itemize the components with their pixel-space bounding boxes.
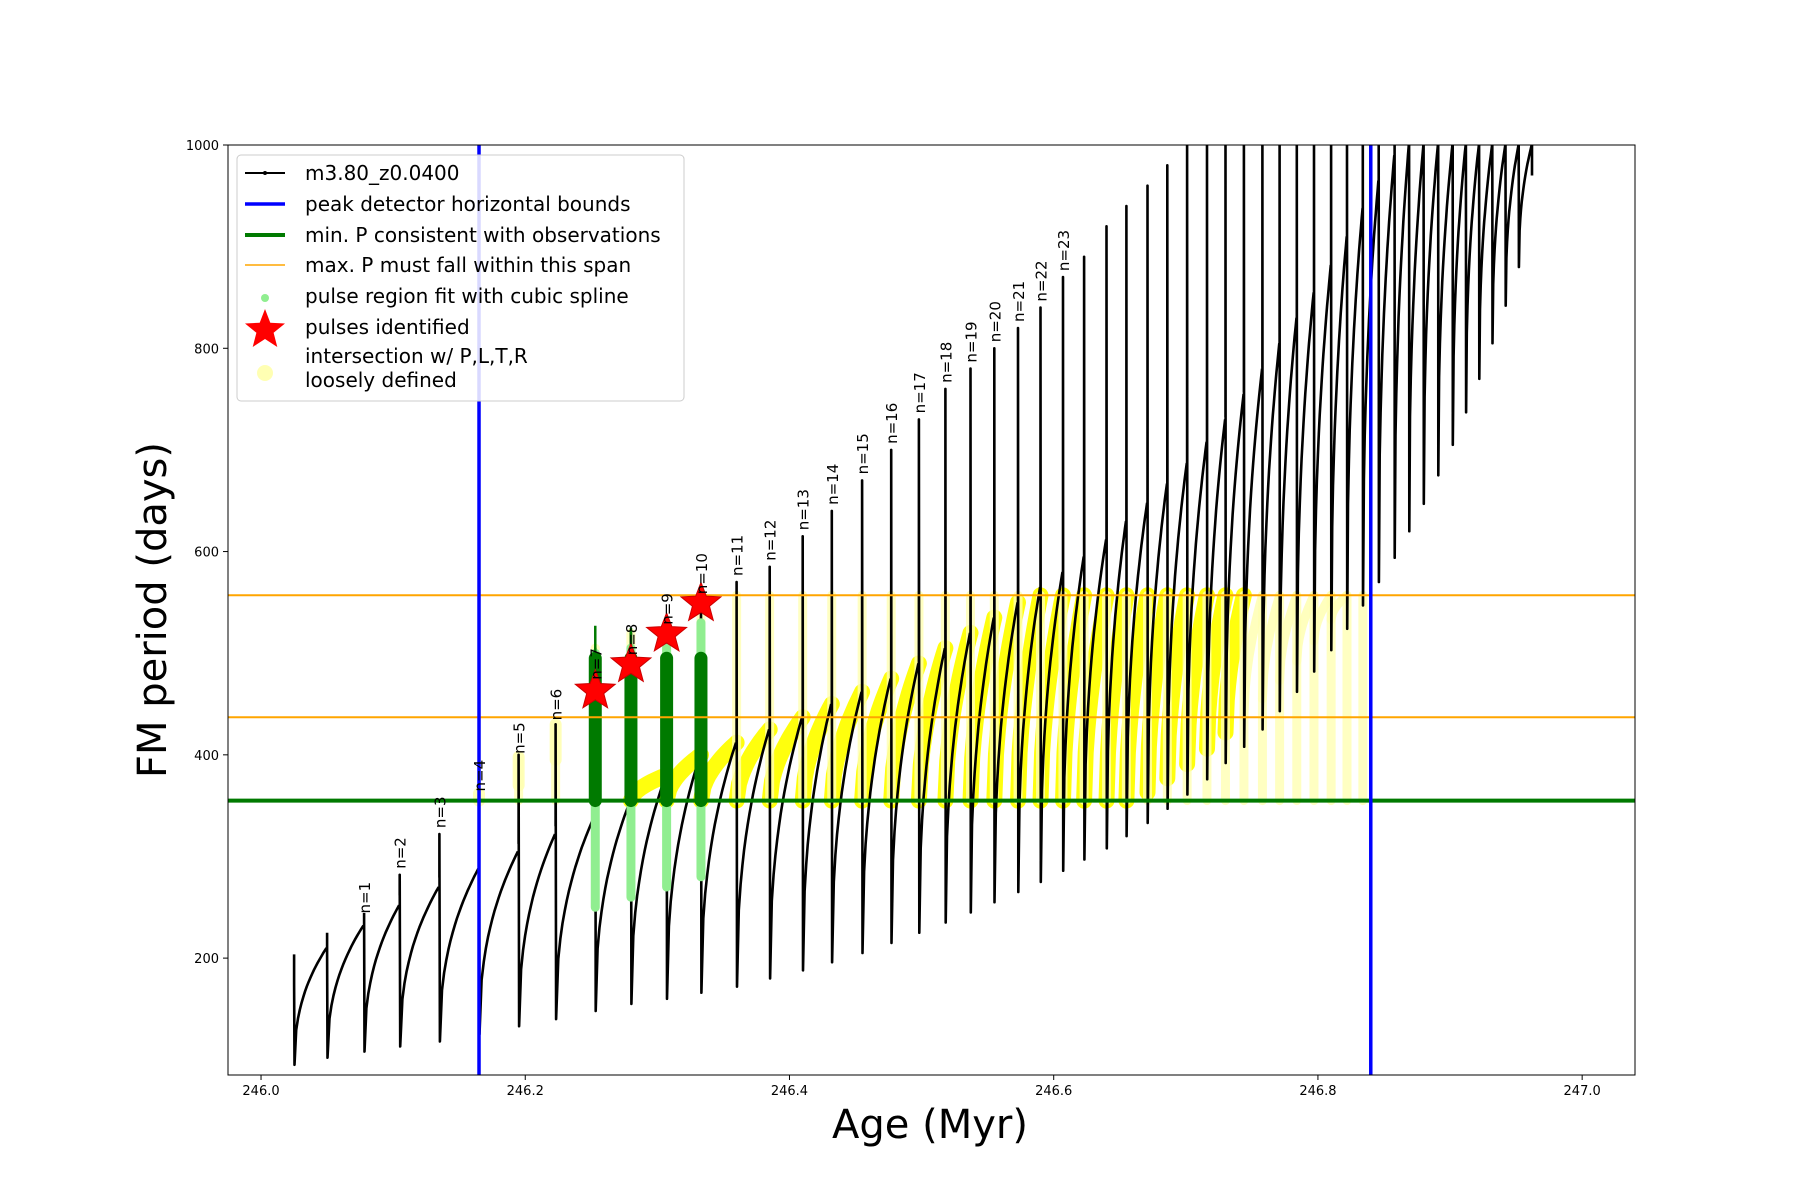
pulse-label-n1: n=1 [356, 882, 374, 914]
pulse-label-n7: n=7 [587, 648, 605, 680]
x-axis-title: Age (Myr) [832, 1102, 1028, 1148]
intersection-envelope [761, 709, 811, 809]
legend-label: peak detector horizontal bounds [305, 192, 631, 216]
y-tick-label: 400 [194, 749, 219, 764]
legend-intersect-handle [257, 365, 273, 381]
y-tick-label: 800 [194, 342, 219, 357]
plot-area: n=1 n=2 n=3 n=4 n=5 n=6 n=7 n=8 n=9 n=10 n=11 n=12 n… [228, 145, 1635, 1075]
x-tick-label: 246.6 [1035, 1084, 1072, 1099]
pulse-label-n18: n=18 [937, 342, 955, 383]
intersection-envelope [823, 683, 871, 809]
legend-label-line: intersection w/ P,L,T,R [305, 344, 528, 368]
legend-item-track: m3.80_z0.0400 [245, 161, 460, 185]
x-tick-label: 246.8 [1299, 1084, 1336, 1099]
pulse-label-n9: n=9 [659, 593, 677, 625]
pulse-label-n11: n=11 [729, 535, 747, 576]
pulse-label-n8: n=8 [623, 624, 641, 656]
y-tick-label: 200 [194, 952, 219, 967]
x-tick-label: 246.0 [242, 1084, 279, 1099]
legend-label: max. P must fall within this span [305, 253, 631, 277]
intersection-envelope [728, 721, 778, 809]
pulse-label-n12: n=12 [762, 520, 780, 561]
y-tick-label: 600 [194, 546, 219, 561]
legend-spline-handle [261, 294, 269, 302]
pulse-label-n5: n=5 [511, 722, 529, 754]
legend-item-max_p: max. P must fall within this span [245, 253, 631, 277]
identified-pulse-star-8 [609, 642, 653, 683]
pulse-label-n13: n=13 [795, 489, 813, 530]
pulse-label-n3: n=3 [431, 796, 449, 828]
x-tick-label: 246.4 [771, 1084, 808, 1099]
pulse-label-n6: n=6 [548, 689, 566, 721]
pulse-label-n10: n=10 [693, 553, 711, 594]
pulse-label-n19: n=19 [963, 321, 981, 362]
pulse-label-n16: n=16 [883, 403, 901, 444]
pulse-label-n15: n=15 [854, 433, 872, 474]
legend-label: pulse region fit with cubic spline [305, 284, 629, 308]
pulse-label-n21: n=21 [1010, 281, 1028, 322]
legend-star-handle [245, 309, 285, 347]
legend-box [236, 154, 685, 402]
intersection-envelope [794, 696, 840, 809]
legend-label: pulses identified [305, 315, 470, 339]
pulse-label-n22: n=22 [1033, 260, 1051, 301]
x-tick-label: 247.0 [1564, 1084, 1601, 1099]
legend-item-min_p: min. P consistent with observations [245, 223, 661, 247]
identified-pulse-star-7 [573, 668, 617, 709]
legend-label: m3.80_z0.0400 [305, 161, 460, 185]
identified-pulse-star-9 [645, 611, 688, 653]
axes: 246.0 246.2 246.4 246.6 246.8 247.0 200 400 600 8… [186, 139, 1601, 1099]
pulse-label-n14: n=14 [824, 464, 842, 505]
pulse-label-n4: n=4 [471, 760, 489, 792]
y-tick-label: 1000 [186, 139, 219, 154]
legend-track-marker [263, 171, 267, 175]
legend-item-bounds: peak detector horizontal bounds [245, 192, 631, 216]
legend-item-star: pulses identified [245, 309, 470, 347]
pulse-label-n2: n=2 [392, 837, 410, 869]
model-track [292, 145, 1534, 1067]
legend-label: min. P consistent with observations [305, 223, 661, 247]
identified-pulse-star-10 [679, 581, 723, 622]
legend-item-spline: pulse region fit with cubic spline [261, 284, 629, 308]
y-axis-title: FM period (days) [130, 442, 176, 778]
pulse-label-n17: n=17 [911, 372, 929, 413]
pulse-label-n20: n=20 [986, 301, 1004, 342]
x-tick-label: 246.2 [507, 1084, 544, 1099]
plot-frame [227, 144, 1636, 1076]
legend-label-line: loosely defined [305, 368, 457, 392]
pulse-label-n23: n=23 [1055, 230, 1073, 271]
